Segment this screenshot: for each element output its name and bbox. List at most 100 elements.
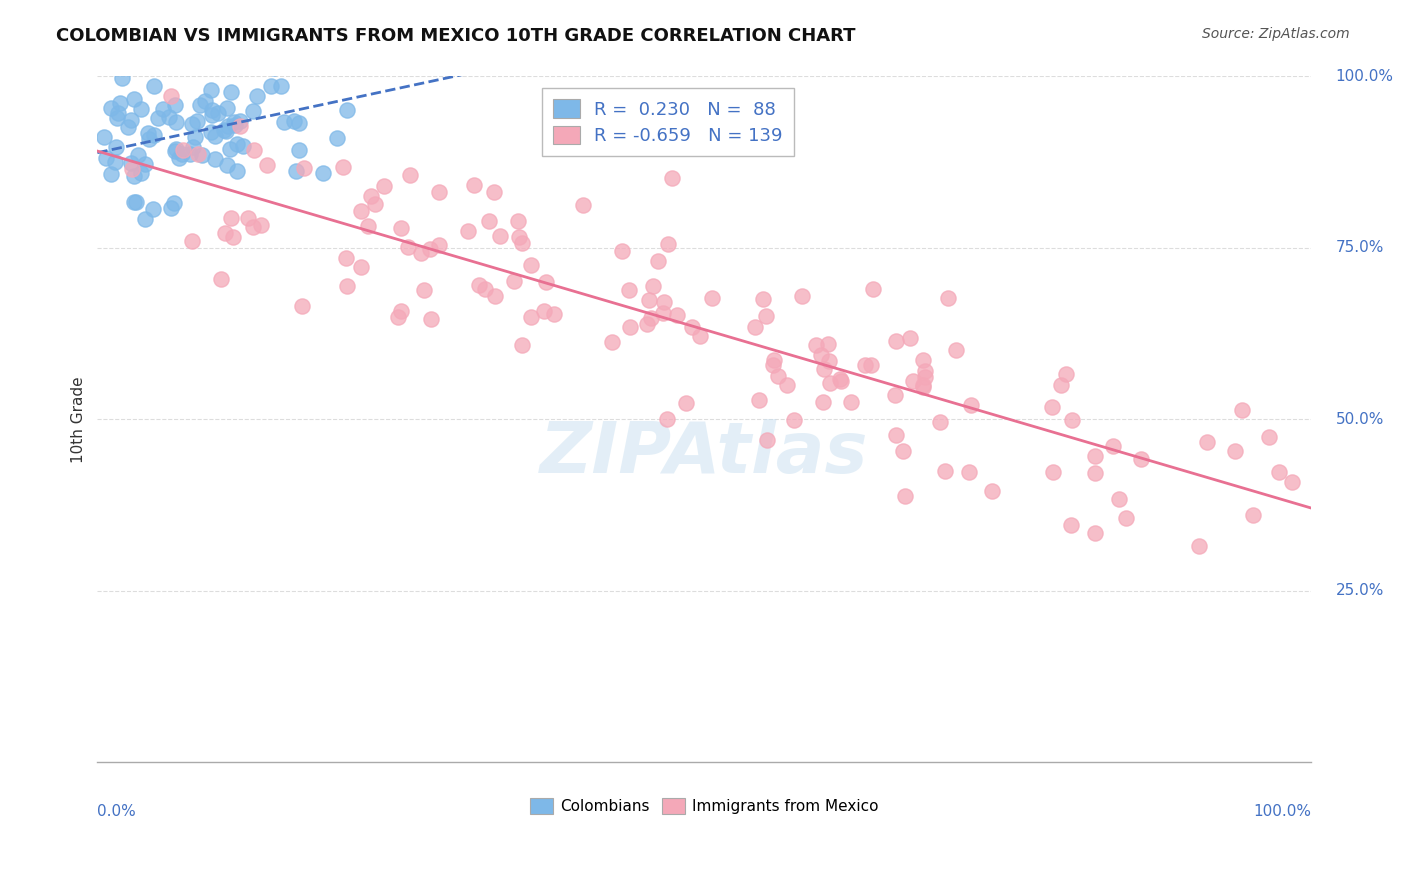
Point [818,376,841,391]
Point [520,258,543,272]
Point [152,102,174,116]
Point [762,358,785,372]
Text: COLOMBIAN VS IMMIGRANTS FROM MEXICO 10TH GRADE CORRELATION CHART: COLOMBIAN VS IMMIGRANTS FROM MEXICO 10TH… [56,27,856,45]
Point [911,352,934,367]
Point [96,151,118,165]
Point [619,320,641,334]
Point [893,489,915,503]
Point [204,128,226,143]
Point [647,253,669,268]
Point [527,55,550,70]
Point [1187,539,1209,553]
Point [335,251,357,265]
Point [427,237,450,252]
Point [250,218,273,232]
Point [783,412,806,426]
Point [134,156,156,170]
Point [412,283,434,297]
Text: 25.0%: 25.0% [1336,583,1384,599]
Point [204,153,226,167]
Point [1230,403,1253,417]
Point [122,195,145,210]
Point [811,394,834,409]
Point [1257,430,1279,444]
Text: 100.0%: 100.0% [1253,804,1312,819]
Point [181,140,204,154]
Point [309,55,332,70]
Point [360,188,382,202]
Point [200,125,222,139]
Point [238,211,260,225]
Point [124,169,146,184]
Point [214,123,236,137]
Point [914,364,936,378]
Point [468,278,491,293]
Point [232,139,254,153]
Point [148,112,170,126]
Point [655,411,678,425]
Point [224,118,246,132]
Point [1060,413,1083,427]
Point [233,55,256,70]
Point [143,79,166,94]
Point [790,289,813,303]
Point [1054,367,1077,381]
Point [1084,449,1107,463]
Text: 100.0%: 100.0% [1336,69,1393,84]
Point [200,108,222,122]
Point [138,126,160,140]
Point [1060,518,1083,533]
Point [1040,400,1063,414]
Point [292,161,315,175]
Text: ZIPAtlas: ZIPAtlas [540,419,869,488]
Point [316,55,339,70]
Point [134,212,156,227]
Point [207,105,229,120]
Point [105,111,128,125]
Point [1084,466,1107,480]
Point [657,237,679,252]
Point [755,309,778,323]
Point [165,97,187,112]
Point [427,185,450,199]
Point [776,378,799,392]
Point [508,229,530,244]
Point [273,115,295,129]
Point [242,103,264,118]
Point [1281,475,1303,489]
Point [108,95,131,110]
Point [186,114,208,128]
Point [332,57,354,71]
Point [484,288,506,302]
Text: 75.0%: 75.0% [1336,240,1384,255]
Point [104,140,127,154]
Point [681,319,703,334]
Point [960,398,983,412]
Point [326,131,349,145]
Point [217,158,239,172]
Point [165,142,187,156]
Point [214,123,236,137]
Point [419,242,441,256]
Point [385,55,408,70]
Point [1084,525,1107,540]
Point [945,343,967,358]
Point [104,155,127,169]
Point [810,348,832,362]
Text: 50.0%: 50.0% [1336,412,1384,426]
Point [242,219,264,234]
Point [675,396,697,410]
Point [1243,508,1265,523]
Point [884,428,907,442]
Point [862,282,884,296]
Point [312,166,335,180]
Point [217,120,239,134]
Point [357,219,380,234]
Point [602,334,624,349]
Point [226,136,249,151]
Point [818,354,841,368]
Point [246,89,269,103]
Point [180,234,202,248]
Point [474,283,496,297]
Point [127,148,149,162]
